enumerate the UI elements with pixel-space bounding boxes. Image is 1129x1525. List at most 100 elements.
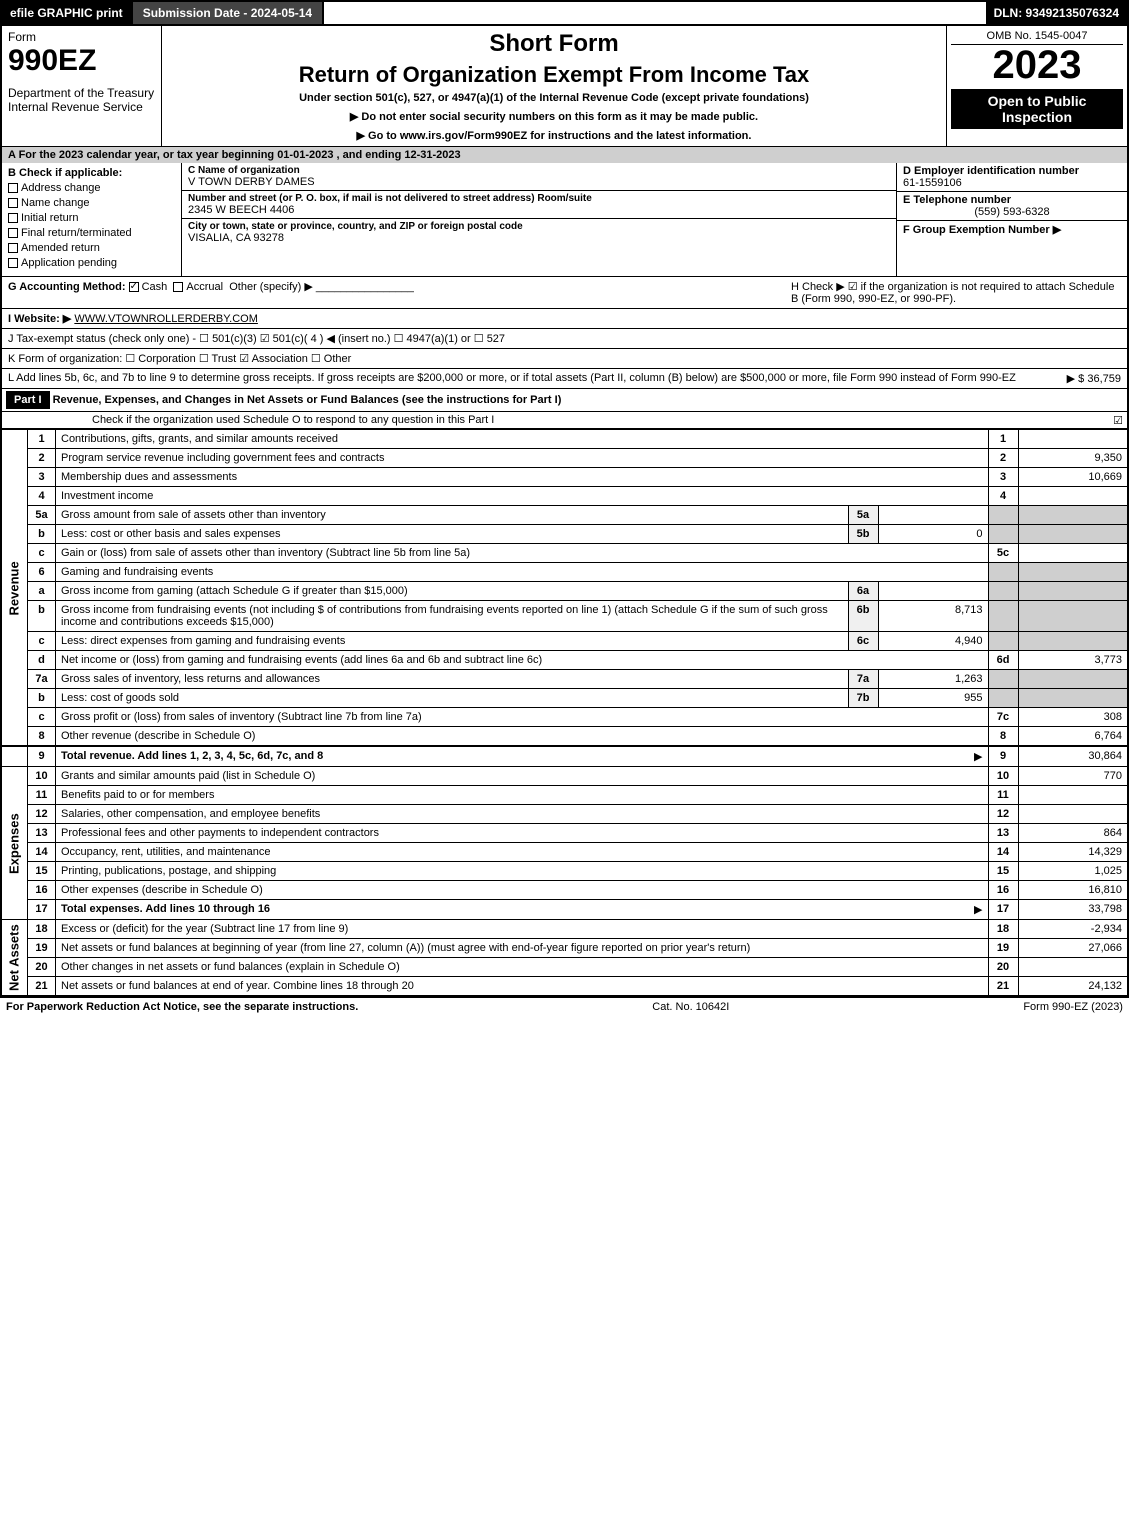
l6a-num: a: [28, 582, 56, 601]
chk-label-3: Final return/terminated: [21, 227, 132, 239]
form-reference: Form 990-EZ (2023): [1023, 1001, 1123, 1013]
l15-rl: 15: [988, 862, 1018, 881]
section-b: B Check if applicable: Address change Na…: [2, 163, 182, 276]
line-16: 16 Other expenses (describe in Schedule …: [1, 881, 1128, 900]
chk-application-pending[interactable]: Application pending: [8, 257, 175, 269]
l11-desc: Benefits paid to or for members: [56, 786, 989, 805]
chk-cash[interactable]: [129, 282, 139, 292]
section-gh: G Accounting Method: Cash Accrual Other …: [0, 277, 1129, 309]
l21-num: 21: [28, 977, 56, 996]
netassets-side-label: Net Assets: [1, 920, 28, 996]
open-to-public: Open to Public Inspection: [951, 89, 1123, 129]
l18-rl: 18: [988, 920, 1018, 939]
line-6b: b Gross income from fundraising events (…: [1, 601, 1128, 632]
l6d-desc: Net income or (loss) from gaming and fun…: [56, 651, 989, 670]
main-title: Return of Organization Exempt From Incom…: [170, 62, 938, 88]
line-11: 11 Benefits paid to or for members 11: [1, 786, 1128, 805]
l7b-mv: 955: [878, 689, 988, 708]
l6b-shade2: [1018, 601, 1128, 632]
l9-rl: 9: [988, 746, 1018, 767]
l5b-desc: Less: cost or other basis and sales expe…: [56, 525, 849, 544]
l1-rv: [1018, 430, 1128, 449]
dept-label: Department of the Treasury: [8, 86, 155, 100]
tax-exempt-status: J Tax-exempt status (check only one) - ☐…: [8, 332, 505, 345]
group-cell: F Group Exemption Number ▶: [897, 221, 1127, 238]
l16-desc: Other expenses (describe in Schedule O): [56, 881, 989, 900]
schedule-o-note: Check if the organization used Schedule …: [92, 414, 494, 426]
l16-num: 16: [28, 881, 56, 900]
l19-desc: Net assets or fund balances at beginning…: [56, 939, 989, 958]
topbar-spacer: [324, 2, 985, 24]
line-6c: c Less: direct expenses from gaming and …: [1, 632, 1128, 651]
line-13: 13 Professional fees and other payments …: [1, 824, 1128, 843]
l18-rv: -2,934: [1018, 920, 1128, 939]
top-bar: efile GRAPHIC print Submission Date - 20…: [0, 0, 1129, 26]
city-value: VISALIA, CA 93278: [188, 232, 890, 244]
section-c: C Name of organization V TOWN DERBY DAME…: [182, 163, 897, 276]
l10-desc: Grants and similar amounts paid (list in…: [56, 767, 989, 786]
line-6d: d Net income or (loss) from gaming and f…: [1, 651, 1128, 670]
org-name-cell: C Name of organization V TOWN DERBY DAME…: [182, 163, 896, 191]
l14-rv: 14,329: [1018, 843, 1128, 862]
l13-rv: 864: [1018, 824, 1128, 843]
section-i: I Website: ▶ WWW.VTOWNROLLERDERBY.COM: [0, 309, 1129, 329]
l7b-shade2: [1018, 689, 1128, 708]
chk-initial-return[interactable]: Initial return: [8, 212, 175, 224]
chk-address-change[interactable]: Address change: [8, 182, 175, 194]
l17-num: 17: [28, 900, 56, 920]
l2-rl: 2: [988, 449, 1018, 468]
l5b-num: b: [28, 525, 56, 544]
chk-accrual[interactable]: [173, 282, 183, 292]
l9-desc: Total revenue. Add lines 1, 2, 3, 4, 5c,…: [61, 750, 323, 762]
l13-rl: 13: [988, 824, 1018, 843]
header-center: Short Form Return of Organization Exempt…: [162, 26, 947, 146]
efile-print-button[interactable]: efile GRAPHIC print: [2, 2, 133, 24]
chk-amended-return[interactable]: Amended return: [8, 242, 175, 254]
org-name-label: C Name of organization: [188, 165, 890, 176]
section-a-text: A For the 2023 calendar year, or tax yea…: [8, 149, 461, 161]
l1-desc: Contributions, gifts, grants, and simila…: [56, 430, 989, 449]
l6c-desc: Less: direct expenses from gaming and fu…: [56, 632, 849, 651]
l5c-num: c: [28, 544, 56, 563]
chk-label-1: Name change: [21, 197, 90, 209]
city-cell: City or town, state or province, country…: [182, 219, 896, 246]
l6c-mv: 4,940: [878, 632, 988, 651]
l20-rl: 20: [988, 958, 1018, 977]
line-2: 2 Program service revenue including gove…: [1, 449, 1128, 468]
section-h: H Check ▶ ☑ if the organization is not r…: [791, 280, 1121, 305]
chk-name-change[interactable]: Name change: [8, 197, 175, 209]
city-label: City or town, state or province, country…: [188, 221, 890, 232]
l5b-ml: 5b: [848, 525, 878, 544]
part1-checknote: Check if the organization used Schedule …: [0, 412, 1129, 429]
note-ssn: ▶ Do not enter social security numbers o…: [170, 110, 938, 123]
l5b-shade: [988, 525, 1018, 544]
part1-title: Revenue, Expenses, and Changes in Net As…: [53, 394, 562, 406]
l17-rv: 33,798: [1018, 900, 1128, 920]
line-14: 14 Occupancy, rent, utilities, and maint…: [1, 843, 1128, 862]
ein-value: 61-1559106: [903, 177, 962, 189]
l20-num: 20: [28, 958, 56, 977]
group-label: F Group Exemption Number ▶: [903, 224, 1061, 236]
chk-final-return[interactable]: Final return/terminated: [8, 227, 175, 239]
l7c-rl: 7c: [988, 708, 1018, 727]
l7c-desc: Gross profit or (loss) from sales of inv…: [56, 708, 989, 727]
part1-header-row: Part I Revenue, Expenses, and Changes in…: [0, 389, 1129, 412]
l12-rl: 12: [988, 805, 1018, 824]
l6d-num: d: [28, 651, 56, 670]
l1-num: 1: [28, 430, 56, 449]
accounting-method-label: G Accounting Method:: [8, 281, 126, 293]
l12-desc: Salaries, other compensation, and employ…: [56, 805, 989, 824]
l5a-mv: [878, 506, 988, 525]
l1-rl: 1: [988, 430, 1018, 449]
l7b-desc: Less: cost of goods sold: [56, 689, 849, 708]
line-7c: c Gross profit or (loss) from sales of i…: [1, 708, 1128, 727]
submission-date: Submission Date - 2024-05-14: [133, 2, 324, 24]
header-right: OMB No. 1545-0047 2023 Open to Public In…: [947, 26, 1127, 146]
l5b-shade2: [1018, 525, 1128, 544]
schedule-o-checkbox[interactable]: ☑: [1113, 414, 1123, 427]
l13-desc: Professional fees and other payments to …: [56, 824, 989, 843]
l6a-desc: Gross income from gaming (attach Schedul…: [56, 582, 849, 601]
section-def: D Employer identification number 61-1559…: [897, 163, 1127, 276]
l5a-shade: [988, 506, 1018, 525]
website-link[interactable]: WWW.VTOWNROLLERDERBY.COM: [74, 313, 258, 325]
